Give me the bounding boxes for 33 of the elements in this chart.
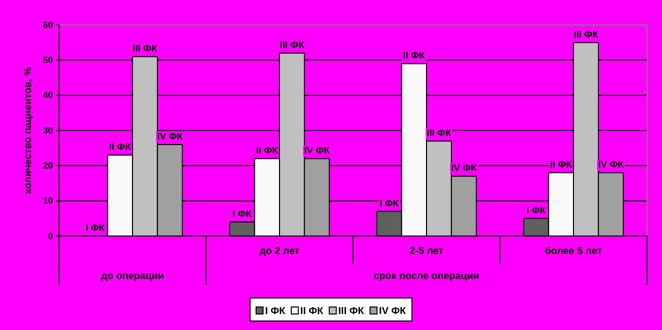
y-tick-label: 30 [42, 125, 53, 136]
text: III ФК [574, 30, 598, 41]
y-tick-label: 60 [42, 20, 53, 30]
text: II ФК [550, 160, 572, 171]
text: IV ФК [304, 146, 330, 157]
text: до операции [100, 271, 164, 282]
text: срок после операции [374, 271, 480, 282]
legend-label: II ФК [300, 306, 324, 317]
x-tick-label: более 5 лет [544, 246, 602, 257]
text: I ФК [526, 205, 546, 216]
text: IV ФК [157, 132, 183, 143]
y-tick-label: 20 [42, 160, 53, 171]
text: I ФК [86, 223, 105, 234]
text: II ФК [403, 50, 425, 62]
text: III ФК [426, 128, 452, 140]
text: III ФК [280, 40, 304, 52]
legend-label: I ФК [265, 306, 286, 317]
text: II ФК [256, 146, 278, 157]
text: I ФК [380, 198, 399, 210]
legend-label: IV ФК [379, 306, 407, 317]
x-tick-label: до 2 лет [259, 246, 300, 257]
text: II ФК [109, 142, 131, 154]
text: III ФК [132, 44, 158, 55]
y-tick-label: 10 [42, 196, 53, 206]
y-axis-title: количество пациентов, % [23, 66, 34, 194]
text: I ФК [232, 208, 252, 220]
y-tick-label: 40 [42, 90, 53, 100]
y-tick-label: 0 [48, 230, 53, 241]
y-tick-label: 50 [42, 55, 53, 66]
x-tick-label: 2-5 лет [410, 246, 444, 257]
text: IV ФК [598, 160, 624, 171]
text: IV ФК [451, 163, 477, 174]
legend-label: III ФК [338, 306, 365, 317]
